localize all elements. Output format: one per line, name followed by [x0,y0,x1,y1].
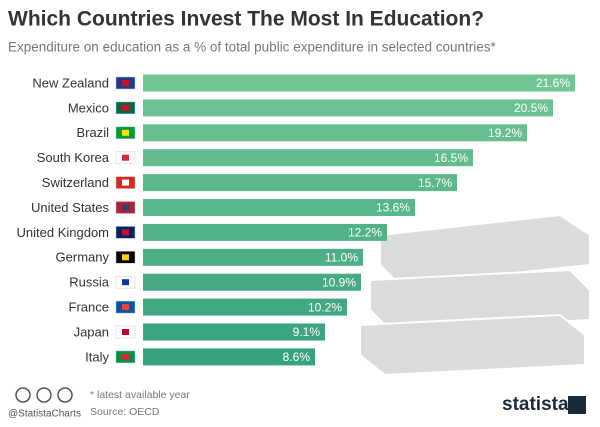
chart-subtitle: Expenditure on education as a % of total… [8,40,497,55]
bar [143,174,457,192]
brand-logo [568,396,586,414]
flag-detail [122,279,129,286]
bar [143,124,527,142]
category-label: United States [31,200,110,215]
chart-title: Which Countries Invest The Most In Educa… [8,8,484,31]
flag-detail [122,80,129,86]
value-label: 10.2% [308,300,342,314]
note: * latest available year [90,389,190,401]
cc-icons [15,387,73,403]
value-label: 21.6% [536,76,570,90]
category-label: Mexico [68,100,109,115]
brand: statista [502,394,569,415]
source: Source: OECD [90,406,160,418]
value-label: 16.5% [434,151,468,165]
category-label: Germany [56,250,110,265]
bar [143,348,315,366]
bar [143,298,347,316]
category-label: New Zealand [32,75,109,90]
category-label: Russia [69,275,110,290]
value-label: 10.9% [322,275,356,289]
bar [143,149,473,167]
flag-detail [122,329,129,335]
value-label: 13.6% [376,201,410,215]
value-label: 19.2% [488,126,522,140]
bar [143,273,361,291]
category-label: Italy [85,349,109,364]
flag-detail [122,104,129,111]
value-label: 12.2% [348,226,382,240]
value-label: 8.6% [283,350,311,364]
handle: @StatistaCharts [8,409,81,420]
flag-detail [122,204,129,211]
flag-detail [122,179,129,186]
bar [143,99,553,117]
flag-detail [122,254,129,261]
value-label: 11.0% [325,250,358,264]
category-label: Japan [74,324,109,339]
value-label: 15.7% [418,176,452,190]
flag-detail [122,229,129,236]
category-label: Switzerland [42,175,109,190]
bar [143,199,415,216]
category-label: France [69,300,109,315]
flag-detail [122,304,129,311]
bar [143,323,325,341]
value-label: 20.5% [514,101,548,115]
category-label: South Korea [37,150,110,165]
category-label: Brazil [76,125,109,140]
category-label: United Kingdom [17,225,110,240]
flag-detail [122,154,129,161]
bar [143,248,363,266]
value-label: 9.1% [293,325,321,339]
flag-detail [122,129,129,136]
bar [143,223,387,241]
bar [143,74,575,92]
books-illustration [359,213,591,377]
flag-detail [122,353,129,360]
